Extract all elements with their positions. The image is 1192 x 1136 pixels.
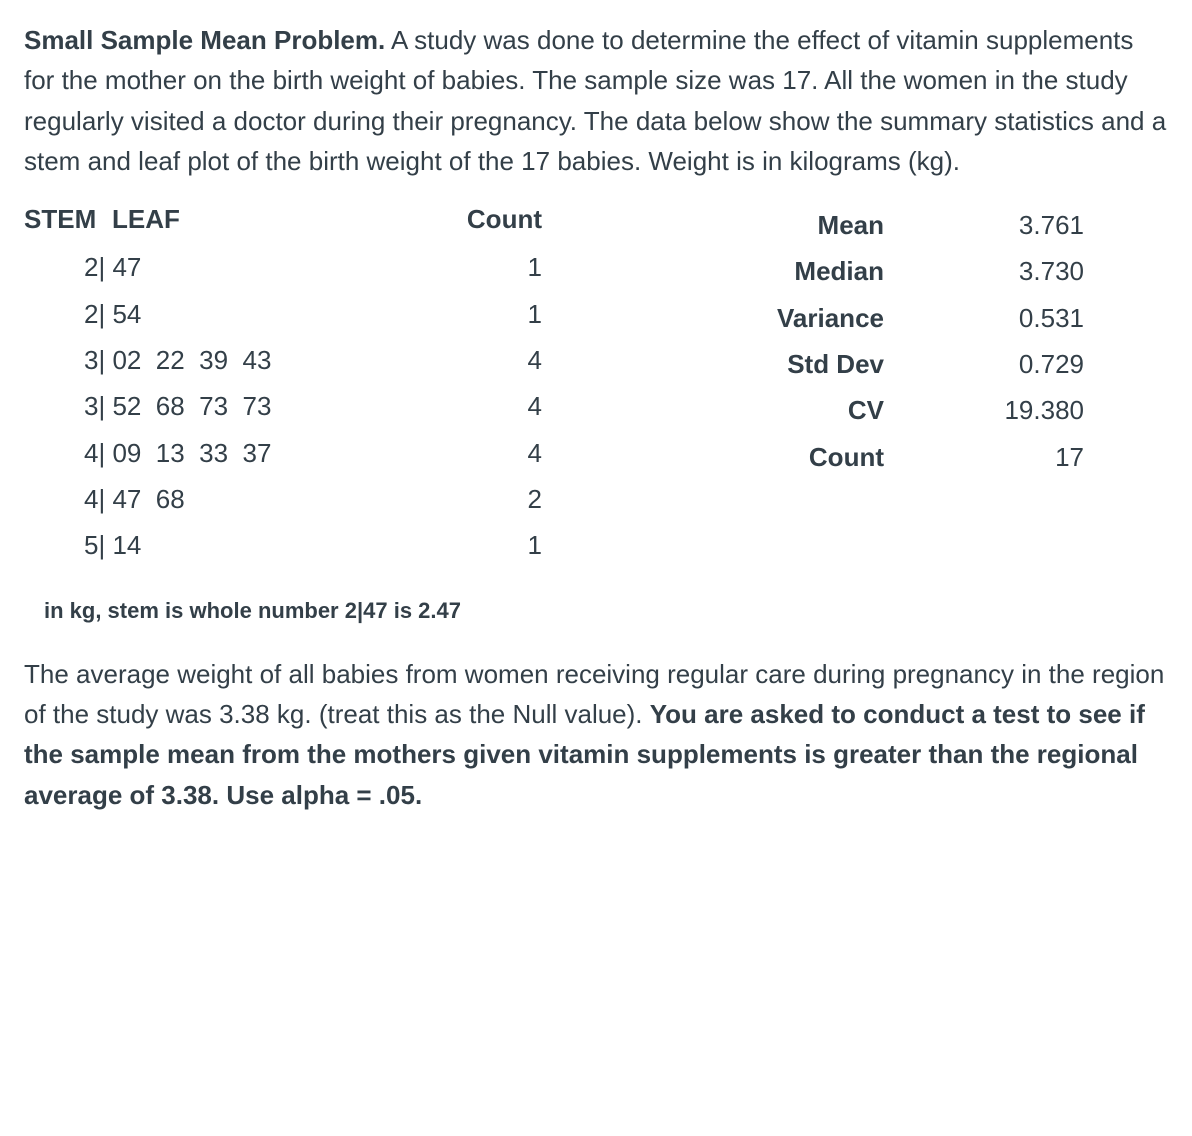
- stem-leaf-row: 2| 47 1: [24, 247, 584, 287]
- header-stem: STEM: [24, 199, 112, 239]
- header-count: Count: [392, 199, 542, 239]
- stats-label: Count: [624, 437, 884, 477]
- stats-row: Mean 3.761: [624, 205, 1104, 245]
- data-section: STEM LEAF Count 2| 47 1 2| 54 1 3| 02 22…: [24, 199, 1168, 571]
- stem-leaf-count: 1: [392, 294, 542, 334]
- stats-label: Std Dev: [624, 344, 884, 384]
- stem-leaf-block: STEM LEAF Count 2| 47 1 2| 54 1 3| 02 22…: [24, 199, 584, 571]
- stats-row: CV 19.380: [624, 390, 1104, 430]
- stem-leaf-count: 4: [392, 433, 542, 473]
- header-leaf: LEAF: [112, 199, 392, 239]
- stem-leaf-row: 3| 02 22 39 43 4: [24, 340, 584, 380]
- stats-row: Count 17: [624, 437, 1104, 477]
- stem-leaf-cell: 2| 47: [24, 247, 392, 287]
- stats-label: Variance: [624, 298, 884, 338]
- stats-value: 17: [884, 437, 1084, 477]
- stem-leaf-count: 2: [392, 479, 542, 519]
- stem-leaf-row: 5| 14 1: [24, 525, 584, 565]
- stats-value: 3.761: [884, 205, 1084, 245]
- stats-row: Median 3.730: [624, 251, 1104, 291]
- stem-leaf-cell: 3| 02 22 39 43: [24, 340, 392, 380]
- stem-leaf-cell: 3| 52 68 73 73: [24, 386, 392, 426]
- stem-leaf-cell: 4| 47 68: [24, 479, 392, 519]
- stats-value: 3.730: [884, 251, 1084, 291]
- intro-lead: Small Sample Mean Problem.: [24, 25, 385, 55]
- stem-leaf-count: 4: [392, 340, 542, 380]
- stats-value: 0.729: [884, 344, 1084, 384]
- stem-leaf-cell: 5| 14: [24, 525, 392, 565]
- stats-label: Mean: [624, 205, 884, 245]
- intro-paragraph: Small Sample Mean Problem. A study was d…: [24, 20, 1168, 181]
- stem-leaf-count: 1: [392, 525, 542, 565]
- stem-leaf-row: 2| 54 1: [24, 294, 584, 334]
- summary-stats-block: Mean 3.761 Median 3.730 Variance 0.531 S…: [584, 199, 1104, 571]
- stats-label: CV: [624, 390, 884, 430]
- stats-row: Variance 0.531: [624, 298, 1104, 338]
- stem-leaf-row: 3| 52 68 73 73 4: [24, 386, 584, 426]
- question-paragraph: The average weight of all babies from wo…: [24, 654, 1168, 815]
- stem-leaf-cell: 4| 09 13 33 37: [24, 433, 392, 473]
- stem-leaf-cell: 2| 54: [24, 294, 392, 334]
- stem-leaf-count: 1: [392, 247, 542, 287]
- stem-leaf-header: STEM LEAF Count: [24, 199, 584, 239]
- stem-leaf-note: in kg, stem is whole number 2|47 is 2.47: [44, 594, 1168, 628]
- stem-leaf-count: 4: [392, 386, 542, 426]
- stats-value: 0.531: [884, 298, 1084, 338]
- stats-row: Std Dev 0.729: [624, 344, 1104, 384]
- stats-value: 19.380: [884, 390, 1084, 430]
- stats-label: Median: [624, 251, 884, 291]
- stem-leaf-row: 4| 47 68 2: [24, 479, 584, 519]
- stem-leaf-row: 4| 09 13 33 37 4: [24, 433, 584, 473]
